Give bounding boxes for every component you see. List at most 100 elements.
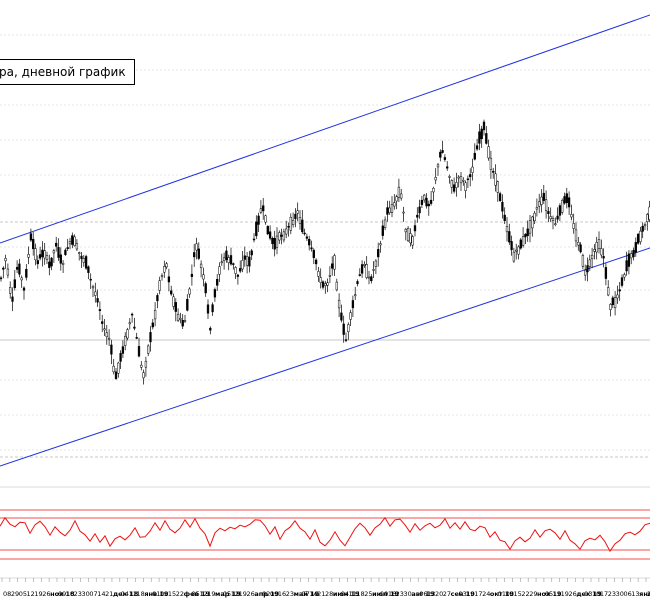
- x-tick-label: 05: [19, 590, 27, 598]
- x-tick-label: 04: [121, 590, 129, 598]
- x-tick-label: 29: [529, 590, 537, 598]
- candle-body: [252, 238, 256, 241]
- x-tick-label: 29: [11, 590, 19, 598]
- candle-body: [135, 337, 138, 339]
- candle-body: [2, 267, 5, 270]
- candle-body: [554, 223, 557, 225]
- candle-body: [105, 332, 108, 338]
- candle-body: [383, 219, 387, 228]
- candle-body: [15, 267, 19, 270]
- candle-body: [388, 207, 391, 213]
- candle-body: [103, 328, 106, 331]
- channel-lower-line: [0, 247, 650, 467]
- candle-body: [301, 219, 304, 233]
- candle-body: [220, 261, 223, 264]
- x-tick-label: 27: [443, 590, 451, 598]
- candle-body: [209, 327, 212, 331]
- x-tick-label: 19: [561, 590, 569, 598]
- x-tick-label: 05: [545, 590, 553, 598]
- x-tick-label: дек 18: [113, 590, 139, 598]
- candle-body: [625, 260, 628, 272]
- candle-body: [397, 186, 401, 198]
- x-tick-label: 10: [466, 590, 474, 598]
- x-tick-label: 12: [27, 590, 35, 598]
- candle-body: [312, 249, 315, 258]
- candle-body: [581, 255, 585, 267]
- candle-body: [538, 201, 541, 207]
- candle-body: [216, 278, 219, 286]
- x-tick-label: 27: [647, 590, 650, 598]
- candle-body: [636, 233, 640, 244]
- x-tick-label: 18: [137, 590, 145, 598]
- candle-body: [165, 263, 168, 268]
- candle-body: [607, 287, 610, 296]
- candle-body: [646, 214, 649, 223]
- x-tick-label: 08: [160, 590, 168, 598]
- candle-body: [478, 131, 481, 144]
- x-tick-label: 06: [623, 590, 631, 598]
- candle-body: [9, 287, 12, 294]
- candle-body: [464, 182, 467, 191]
- candle-body: [89, 278, 92, 281]
- candle-body: [547, 211, 550, 214]
- candle-body: [618, 289, 621, 292]
- candle-body: [551, 217, 555, 222]
- candle-body: [441, 150, 444, 153]
- candle-body: [367, 276, 371, 279]
- x-tick-label: 10: [592, 590, 600, 598]
- candle-body: [303, 232, 306, 235]
- candle-body: [245, 256, 249, 266]
- candle-body: [50, 257, 53, 267]
- candle-body: [107, 337, 111, 340]
- candle-body: [199, 263, 203, 269]
- candle-body: [439, 151, 442, 158]
- candle-body: [204, 283, 207, 294]
- candle-body: [395, 196, 398, 202]
- candle-body: [174, 302, 177, 312]
- candle-body: [291, 220, 295, 226]
- candle-body: [87, 266, 90, 273]
- candle-body: [455, 182, 458, 188]
- candle-body: [577, 241, 580, 246]
- x-tick-label: сен 19: [451, 590, 476, 598]
- candle-body: [632, 250, 635, 258]
- candle-body: [540, 196, 543, 205]
- candle-body: [404, 228, 407, 233]
- candle-body: [335, 281, 338, 291]
- candle-body: [588, 259, 591, 267]
- candle-body: [613, 297, 617, 308]
- x-tick-label: 17: [474, 590, 482, 598]
- candle-body: [82, 258, 85, 263]
- candle-body: [75, 243, 79, 250]
- candle-body: [418, 206, 421, 214]
- candle-body: [294, 213, 297, 220]
- candle-body: [271, 238, 274, 244]
- x-tick-label: 16: [66, 590, 74, 598]
- x-tick-label: 23: [74, 590, 82, 598]
- candle-body: [239, 268, 242, 272]
- candle-body: [142, 372, 145, 379]
- x-tick-label: 23: [396, 590, 404, 598]
- candle-body: [32, 238, 35, 250]
- x-tick-label: 30: [616, 590, 624, 598]
- candle-body: [425, 197, 428, 207]
- candle-body: [287, 226, 290, 228]
- candle-body: [570, 214, 573, 218]
- x-tick-label: 13: [427, 590, 435, 598]
- candle-body: [331, 263, 334, 269]
- candle-body: [505, 226, 509, 233]
- candle-body: [144, 360, 148, 368]
- candle-body: [78, 252, 81, 254]
- candle-body: [25, 269, 28, 278]
- candle-body: [172, 296, 175, 307]
- candle-body: [423, 194, 426, 201]
- candle-body: [176, 313, 180, 321]
- candle-body: [517, 246, 520, 255]
- candle-body: [38, 254, 42, 259]
- candle-body: [84, 256, 88, 269]
- candle-body: [319, 277, 322, 283]
- candle-body: [195, 243, 198, 251]
- candle-body: [36, 260, 39, 265]
- candle-body: [234, 267, 237, 274]
- candle-body: [406, 228, 410, 242]
